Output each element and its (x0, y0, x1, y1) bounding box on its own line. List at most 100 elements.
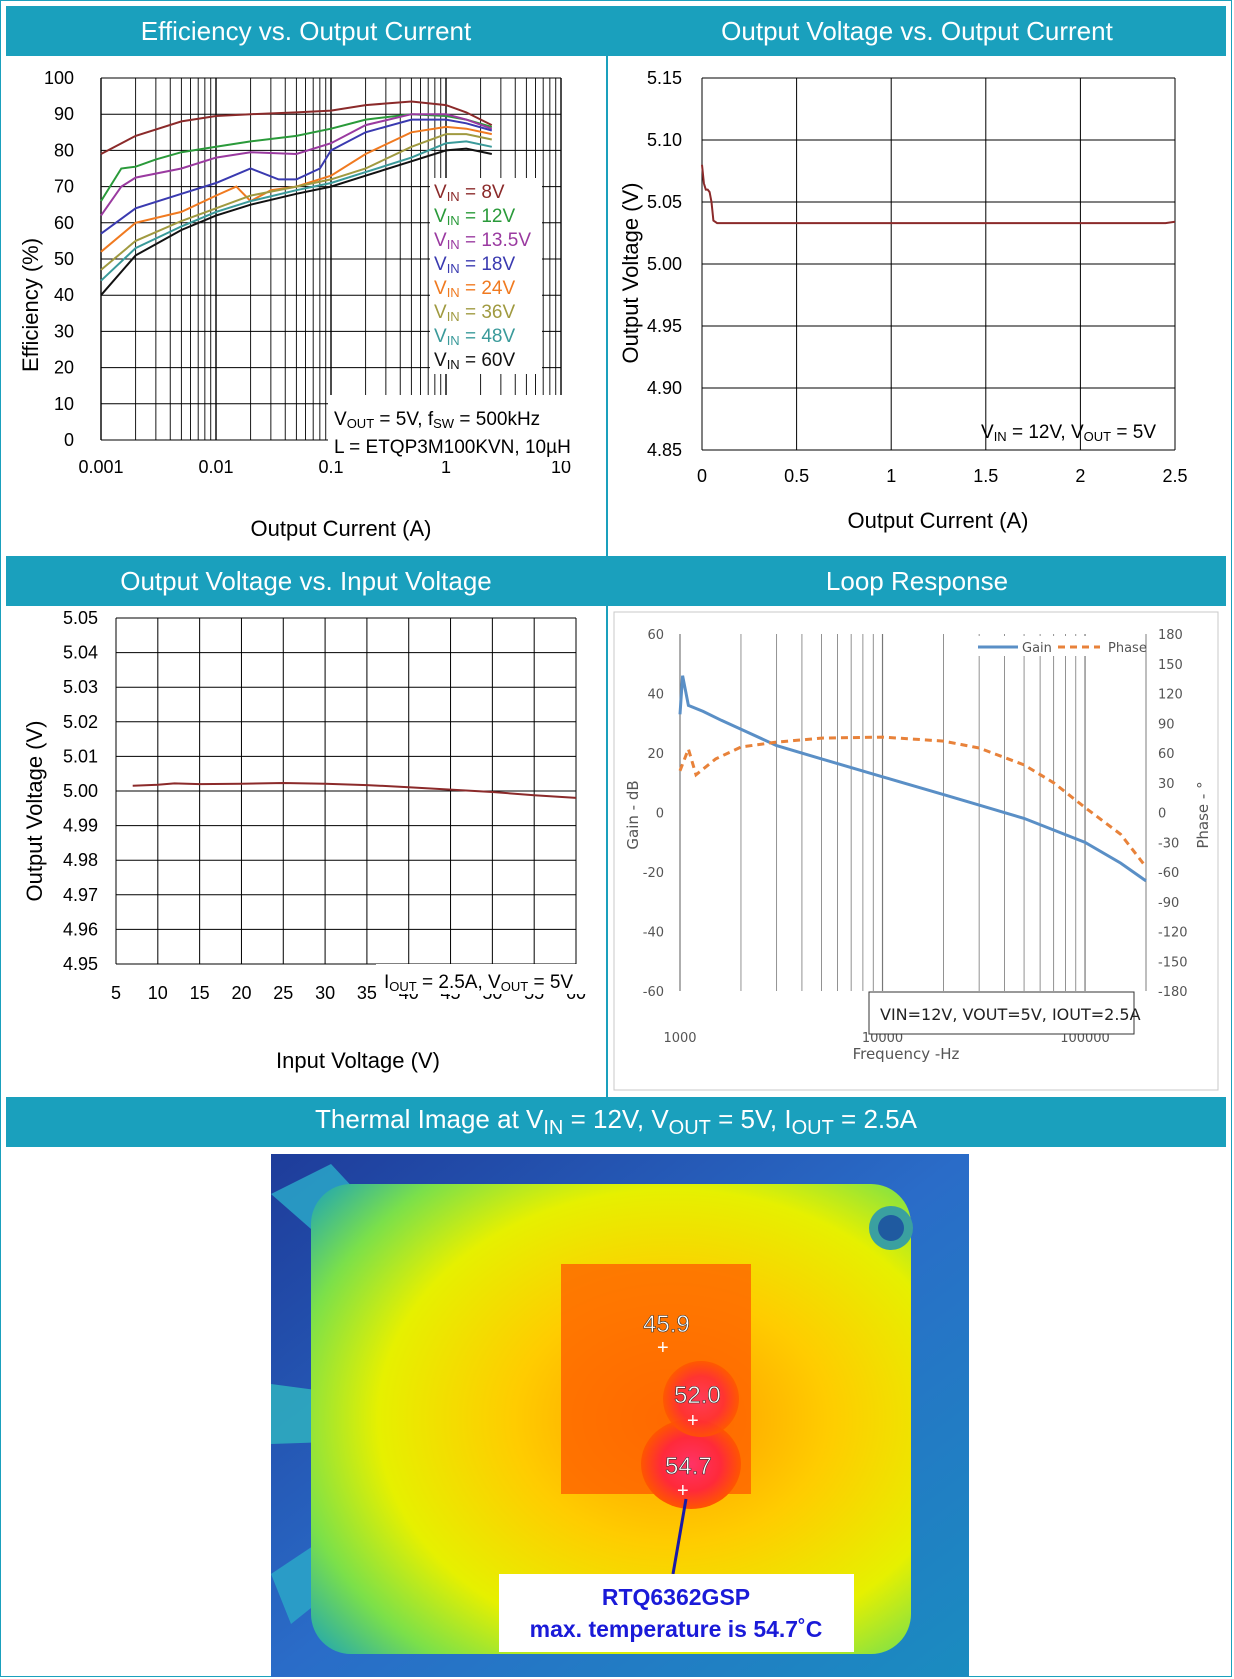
vout-iout-grid (701, 77, 1176, 451)
efficiency-series-line (100, 140, 493, 282)
thermal-readout-3: 54.7 (665, 1453, 712, 1480)
vout-iout-xtick-label: 2 (1075, 466, 1085, 486)
vout-vin-ytick-label: 4.97 (63, 885, 98, 905)
loop-header: Loop Response (608, 556, 1226, 606)
vout-iout-xtick-label: 0.5 (784, 466, 809, 486)
vout-vin-ytick-label: 4.96 (63, 919, 98, 939)
vout-vin-ylabel: Output Voltage (V) (22, 721, 47, 902)
efficiency-series-line (100, 100, 493, 155)
vout-vin-ytick-label: 4.95 (63, 954, 98, 974)
vout-vin-grid (115, 617, 577, 965)
efficiency-ylabel: Efficiency (%) (18, 238, 43, 372)
efficiency-series-line (100, 113, 493, 202)
loop-y2tick-label: 30 (1158, 777, 1175, 792)
efficiency-header: Efficiency vs. Output Current (6, 6, 606, 56)
vout-vin-ytick-label: 5.05 (63, 608, 98, 628)
vout-vin-header-text: Output Voltage vs. Input Voltage (120, 565, 492, 596)
thermal-header-text: Thermal Image at VIN = 12V, VOUT = 5V, I… (315, 1103, 917, 1140)
vout-iout-chart: 0 0.5 1 1.5 2 2.5 4.85 4.90 4.95 5.00 5.05 5.10 5.15… (618, 68, 1188, 533)
vout-vin-ytick-label: 4.99 (63, 816, 98, 836)
vout-iout-xtick-label: 1 (886, 466, 896, 486)
vout-iout-xtick-label: 0 (697, 466, 707, 486)
vout-iout-ytick-label: 5.00 (647, 254, 682, 274)
vout-iout-ytick-label: 5.10 (647, 130, 682, 150)
loop-y2tick-label: -150 (1158, 955, 1188, 970)
efficiency-xlabel: Output Current (A) (251, 516, 432, 541)
vout-iout-series-line (701, 164, 1176, 225)
efficiency-series-line (100, 147, 493, 296)
vout-iout-ytick-label: 5.15 (647, 68, 682, 88)
loop-ytick-label: 60 (647, 628, 664, 643)
efficiency-legend-entry: VIN = 18V (434, 254, 515, 276)
vout-iout-annotation: VIN = 12V, VOUT = 5V (981, 422, 1156, 444)
vout-iout-header-text: Output Voltage vs. Output Current (721, 15, 1113, 46)
thermal-callout-arrow (671, 1498, 688, 1575)
vout-vin-ytick-label: 5.00 (63, 781, 98, 801)
efficiency-ytick-label: 50 (54, 249, 74, 269)
efficiency-legend-box (430, 178, 542, 374)
vout-vin-xtick-label: 20 (231, 983, 251, 1003)
loop-ytick-label: -60 (643, 985, 664, 1000)
efficiency-ytick-label: 80 (54, 140, 74, 160)
loop-legend-gain-label: Gain (1022, 641, 1052, 656)
efficiency-xtick-label: 10 (551, 457, 571, 477)
vout-vin-ticks: 510152025303540455055604.954.964.974.984… (63, 608, 586, 1003)
loop-ytick-label: 40 (647, 688, 664, 703)
efficiency-legend-entry: VIN = 8V (434, 182, 505, 204)
loop-y2tick-label: 90 (1158, 717, 1175, 732)
vout-vin-xlabel: Input Voltage (V) (276, 1048, 440, 1073)
efficiency-ytick-label: 100 (44, 68, 74, 88)
loop-grid (679, 634, 1147, 991)
loop-chart: 1000 10000 100000 -60 -40 -20 0 20 40 60 -180 -150 -… (613, 611, 1219, 1091)
loop-gain-line (678, 675, 1147, 883)
efficiency-legend-entry: VIN = 48V (434, 326, 515, 348)
efficiency-ytick-label: 20 (54, 358, 74, 378)
vout-iout-ytick-label: 5.05 (647, 192, 682, 212)
loop-y2tick-label: -180 (1158, 985, 1188, 1000)
efficiency-ytick-label: 60 (54, 213, 74, 233)
efficiency-ytick-label: 0 (64, 430, 74, 450)
loop-y2tick-label: 0 (1158, 807, 1166, 822)
loop-ytick-label: -40 (643, 926, 664, 941)
efficiency-series-line (100, 113, 493, 217)
vout-vin-annotation: IOUT = 2.5A, VOUT = 5V (384, 972, 573, 994)
column-divider-top (606, 6, 608, 556)
loop-ytick-label: 20 (647, 747, 664, 762)
loop-legend-phase-label: Phase (1108, 641, 1147, 656)
vout-vin-ytick-label: 4.98 (63, 850, 98, 870)
loop-xtick-label: 100000 (1060, 1031, 1110, 1046)
thermal-callout-box (499, 1574, 854, 1652)
loop-y2label: Phase - ° (1194, 781, 1212, 848)
efficiency-ytick-label: 40 (54, 285, 74, 305)
thermal-header: Thermal Image at VIN = 12V, VOUT = 5V, I… (6, 1097, 1226, 1147)
efficiency-ytick-label: 90 (54, 104, 74, 124)
efficiency-header-text: Efficiency vs. Output Current (140, 15, 472, 46)
loop-y2tick-label: -120 (1158, 926, 1188, 941)
thermal-image: 45.9 + 52.0 + 54.7 + RTQ6362GSP max. tem… (271, 1154, 969, 1677)
loop-ticks: 1000 10000 100000 -60 -40 -20 0 20 40 60 -180 -150 -… (643, 628, 1188, 1046)
thermal-marker-3: + (677, 1480, 689, 1502)
vout-iout-xtick-label: 2.5 (1162, 466, 1187, 486)
vout-iout-xlabel: Output Current (A) (848, 508, 1029, 533)
vout-vin-xtick-label: 5 (111, 983, 121, 1003)
thermal-marker-1: + (657, 1337, 669, 1359)
vout-vin-ytick-label: 5.01 (63, 746, 98, 766)
efficiency-legend-entry: VIN = 36V (434, 302, 515, 324)
vout-vin-xtick-label: 15 (190, 983, 210, 1003)
efficiency-series (100, 100, 493, 296)
efficiency-annotation-line1: VOUT = 5V, fSW = 500kHz (334, 409, 540, 431)
column-divider-middle (606, 556, 608, 1097)
loop-ytick-label: 0 (656, 807, 664, 822)
vout-vin-xtick-label: 25 (273, 983, 293, 1003)
loop-legend-box (962, 636, 1145, 656)
efficiency-xtick-label: 0.001 (78, 457, 123, 477)
efficiency-annotation-box (328, 395, 584, 461)
loop-series (678, 675, 1148, 883)
efficiency-annotation-line2: L = ETQP3M100KVN, 10µH (334, 437, 571, 458)
vout-iout-ylabel: Output Voltage (V) (618, 183, 643, 364)
vout-iout-series (701, 164, 1176, 225)
thermal-callout-line2: max. temperature is 54.7˚C (530, 1616, 823, 1642)
thermal-hotspot-2 (663, 1361, 739, 1437)
loop-xlabel: Frequency -Hz (853, 1045, 960, 1063)
